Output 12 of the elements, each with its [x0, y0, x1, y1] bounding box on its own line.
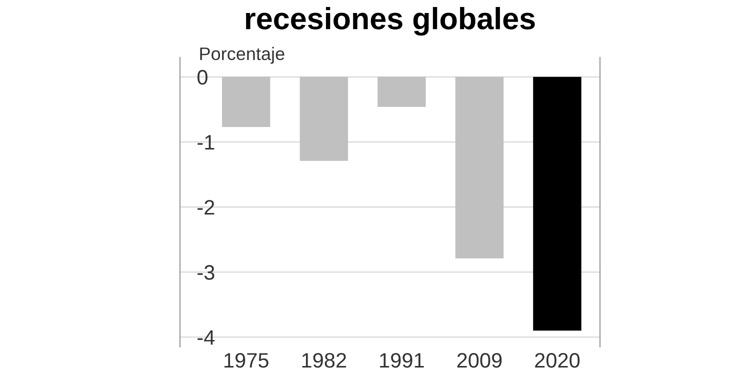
chart-title: recesiones globales: [246, 7, 535, 36]
y-axis-title: Porcentaje: [200, 46, 284, 64]
y-tick-label: -3: [198, 265, 214, 280]
x-tick-label: 2009: [457, 352, 502, 368]
y-tick-label: -2: [198, 200, 214, 215]
y-tick-label: -4: [198, 330, 215, 345]
x-tick-label: 1982: [302, 352, 346, 368]
y-tick-label: -1: [198, 135, 214, 150]
x-tick-label: 1991: [380, 352, 424, 368]
x-tick-label: 2020: [535, 352, 580, 368]
x-tick-label: 1975: [224, 352, 268, 368]
y-tick-label: 0: [197, 70, 208, 85]
